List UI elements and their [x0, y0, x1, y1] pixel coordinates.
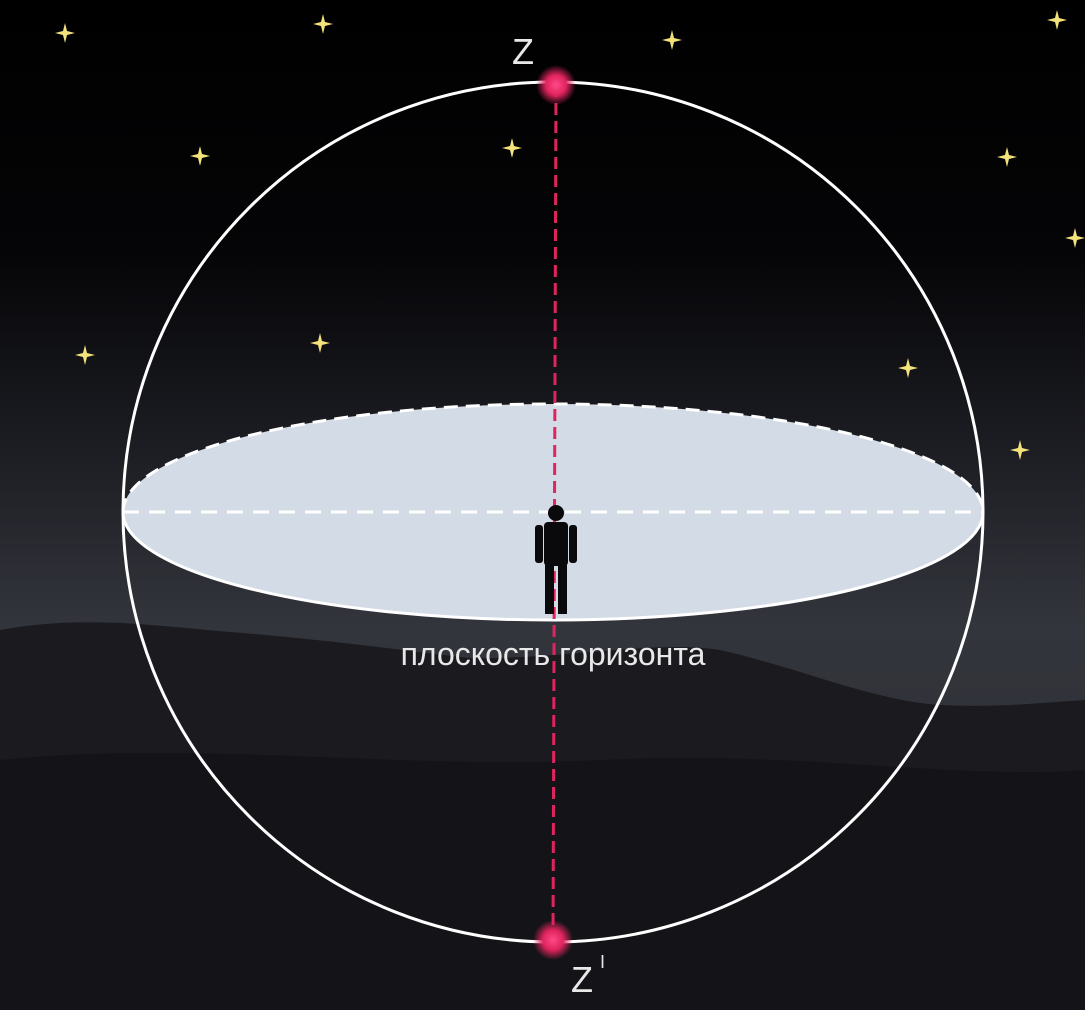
- zenith-point: [536, 65, 576, 105]
- celestial-sphere-diagram: Z Z I плоскость горизонта: [0, 0, 1085, 1010]
- page: Z Z I плоскость горизонта (() => { const…: [0, 0, 1085, 1010]
- nadir-mark: I: [600, 952, 605, 972]
- zenith-label: Z: [512, 31, 534, 72]
- foreground: [0, 753, 1085, 1010]
- nadir-point: [533, 920, 573, 960]
- nadir-label: Z: [571, 959, 593, 1000]
- horizon-label: плоскость горизонта: [401, 636, 706, 672]
